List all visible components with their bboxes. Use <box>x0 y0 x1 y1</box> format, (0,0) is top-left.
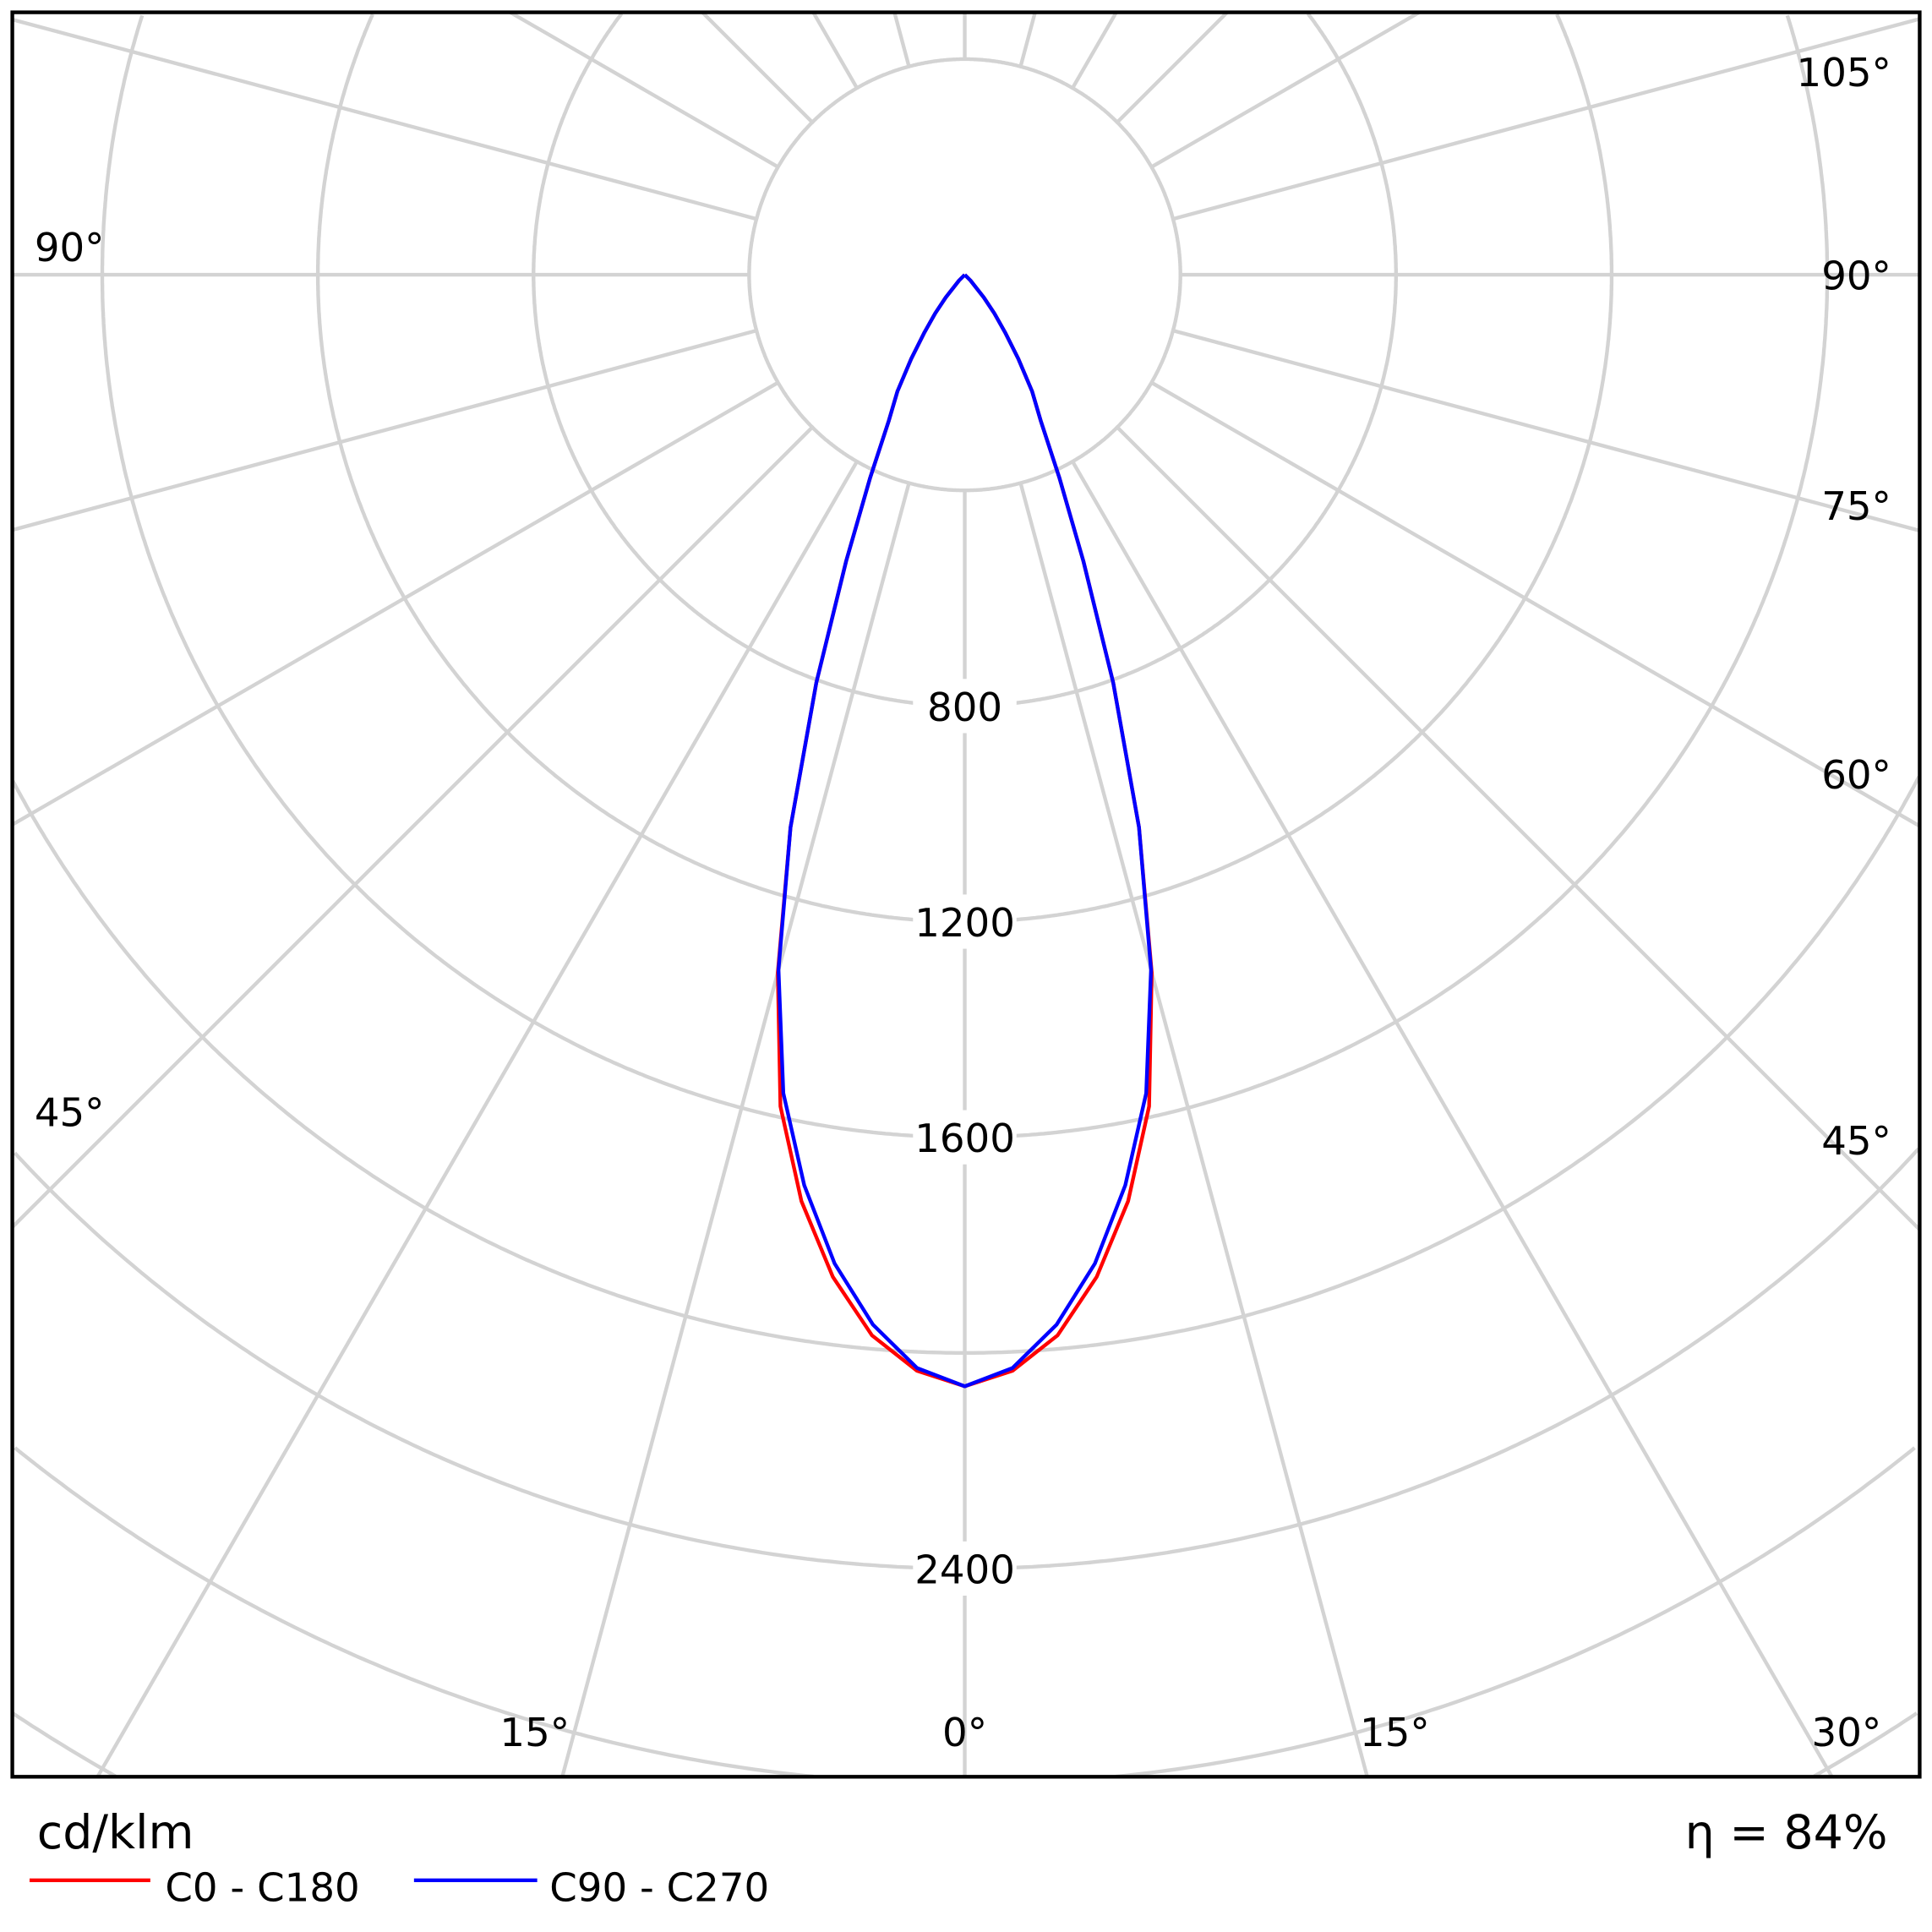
grid-spoke <box>509 10 779 169</box>
angle-label-right-15: 15° <box>1360 1711 1430 1756</box>
angle-label-left-90: 90° <box>35 226 105 271</box>
angle-label-right-30: 30° <box>1812 1711 1882 1756</box>
efficiency-label: η = 84% <box>1685 1806 1888 1860</box>
angle-label-right-75: 75° <box>1821 484 1891 530</box>
grid-spoke <box>1071 460 1834 1778</box>
grid-spoke <box>1150 10 1421 169</box>
grid-ring-800 <box>532 12 1398 708</box>
grid-spoke <box>1172 329 1920 532</box>
grid-ring-1200 <box>315 13 1614 924</box>
grid-ring-3200 <box>1813 1711 1918 1778</box>
plot-frame <box>10 10 1922 1779</box>
radial-label-2400: 2400 <box>914 1547 1015 1593</box>
legend-label-c90-c270: C90 - C270 <box>549 1866 769 1912</box>
grid-spoke <box>1116 11 1229 124</box>
grid-ring-2000 <box>11 776 1921 1355</box>
series-curve-c90-c270 <box>776 273 1154 1389</box>
grid-spoke <box>1018 482 1369 1777</box>
radial-label-800: 800 <box>927 685 1002 731</box>
grid-ring-1200 <box>1555 13 1614 276</box>
grid-spoke <box>1150 380 1921 828</box>
unit-label: cd/klm <box>37 1806 194 1860</box>
angle-label-left-15: 15° <box>499 1711 570 1756</box>
grid-spoke <box>1071 11 1118 90</box>
grid-spoke <box>11 425 814 1229</box>
angle-label-0: 0° <box>942 1711 987 1756</box>
grid-spoke <box>811 11 859 90</box>
radial-label-bg <box>913 679 1017 734</box>
legend: C0 - C180 C90 - C270 <box>29 1866 769 1912</box>
angle-label-left-45: 45° <box>35 1091 105 1137</box>
grid-ring-2800 <box>1116 1446 1916 1779</box>
grid-spoke <box>892 12 911 68</box>
grid-ring-2400 <box>13 1147 1920 1571</box>
grid-spoke <box>1018 12 1037 68</box>
legend-label-c0-c180: C0 - C180 <box>165 1866 359 1912</box>
radial-label-bg <box>913 1110 1017 1165</box>
angle-label-right-45: 45° <box>1821 1119 1891 1165</box>
grid-ring-800 <box>1306 12 1398 276</box>
angle-label-right-60: 60° <box>1821 753 1891 799</box>
grid-spoke <box>11 380 779 827</box>
grid-spoke <box>12 329 757 532</box>
grid-spoke <box>1116 425 1921 1231</box>
grid-ring-1600 <box>100 14 1830 1139</box>
radial-tick-labels: 800 1200 1600 2400 <box>913 679 1017 1596</box>
grid-spoke <box>96 460 859 1778</box>
radial-label-1200: 1200 <box>914 901 1015 947</box>
grid-ring-1600 <box>1785 14 1830 276</box>
curves <box>776 273 1154 1389</box>
radial-label-1600: 1600 <box>914 1116 1015 1162</box>
radial-label-bg <box>913 894 1017 949</box>
angle-tick-labels: 105° 90° 75° 60° 45° 30° 15° 0° 15° 45° … <box>35 51 1891 1756</box>
grid-spoke <box>1172 17 1920 221</box>
grid-spoke <box>560 482 911 1777</box>
grid-spoke <box>701 11 814 124</box>
grid-ring-3200 <box>11 1711 117 1778</box>
grid-spoke <box>12 18 757 221</box>
radial-label-bg <box>913 1541 1017 1596</box>
angle-label-right-105: 105° <box>1797 51 1891 96</box>
grid-ring-2800 <box>14 1446 814 1779</box>
angle-label-right-90: 90° <box>1821 254 1891 300</box>
